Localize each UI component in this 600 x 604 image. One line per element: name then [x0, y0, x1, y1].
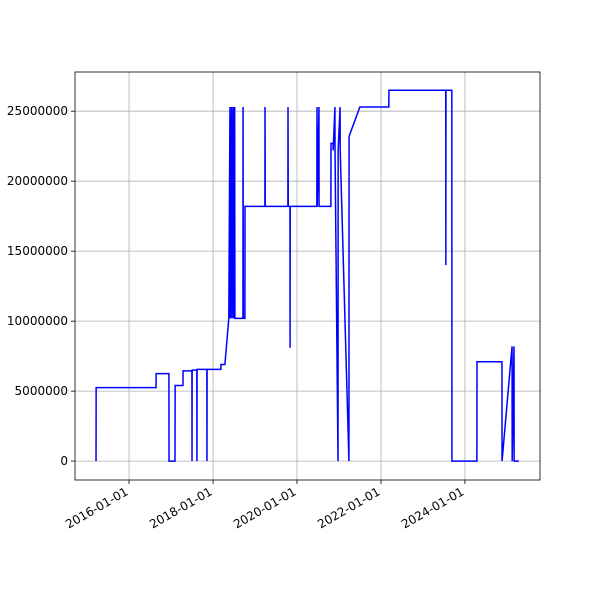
- series: [95, 89, 519, 462]
- y-tick-label: 20000000: [7, 174, 68, 188]
- y-tick-label: 25000000: [7, 104, 68, 118]
- y-tick-label: 5000000: [15, 384, 68, 398]
- plot-frame: [74, 71, 541, 481]
- y-tick-label: 15000000: [7, 244, 68, 258]
- data-line: [95, 89, 519, 462]
- y-tick-label: 0: [60, 454, 68, 468]
- grid: [75, 72, 540, 480]
- y-tick-label: 10000000: [7, 314, 68, 328]
